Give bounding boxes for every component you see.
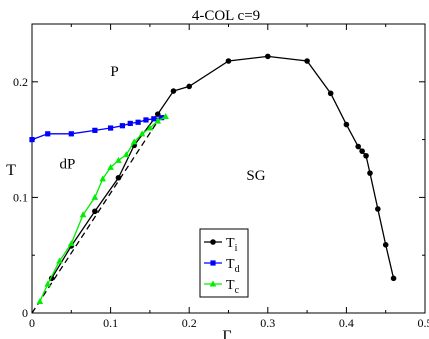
x-axis-label: Γ [222, 328, 231, 339]
series-T_i [48, 53, 397, 282]
data-point-T_i [343, 121, 350, 128]
data-point-T_d [29, 137, 35, 143]
y-axis-label: T [6, 162, 16, 179]
y-tick-label: 0 [22, 306, 28, 320]
x-tick-label: 0.4 [339, 316, 354, 330]
data-point-T_d [143, 117, 149, 123]
data-point-T_c [154, 117, 162, 124]
series-T_c [36, 112, 169, 304]
region-label: dP [59, 157, 75, 173]
data-point-T_d [159, 115, 165, 121]
data-point-T_d [68, 131, 74, 137]
legend-label-subscript-T_c: c [235, 285, 240, 296]
chart-title: 4-COL c=9 [192, 8, 260, 24]
y-tick-label: 0.2 [13, 75, 28, 89]
data-point-T_i [375, 206, 381, 212]
data-point-T_i [359, 148, 365, 154]
data-point-T_c [146, 124, 154, 131]
data-point-T_i [92, 208, 98, 215]
data-point-T_c [68, 240, 75, 247]
reference-line-group [31, 120, 159, 314]
data-point-T_d [119, 123, 125, 129]
data-point-T_c [91, 193, 99, 200]
x-tick-label: 0 [29, 316, 35, 330]
data-point-T_i [363, 152, 369, 159]
data-point-T_c [36, 297, 44, 304]
data-point-T_c [107, 163, 114, 170]
region-labels: PdP SG [59, 64, 265, 184]
x-tick-label: 0.2 [182, 316, 197, 330]
data-point-T_i [225, 58, 232, 64]
data-point-T_c [130, 138, 138, 145]
data-point-T_i [170, 88, 177, 94]
series-line-T_i [51, 55, 395, 279]
legend-marker-T_i [210, 239, 216, 245]
data-point-T_i [304, 58, 310, 64]
data-point-T_d [108, 125, 114, 131]
axis-ticks: 0 0.1 0.2 0.3 0.4 0.5 0 0.1 0.2 [13, 23, 429, 330]
data-point-T_d [45, 131, 51, 137]
data-point-T_i [327, 90, 334, 97]
x-tick-label: 0.5 [418, 316, 429, 330]
data-point-T_c [115, 156, 122, 163]
region-label: SG [246, 168, 265, 184]
x-tick-label: 0.1 [103, 316, 118, 330]
legend-label-T_i: Ti [226, 236, 238, 254]
data-point-T_d [127, 120, 133, 127]
data-point-T_c [99, 175, 107, 182]
x-tick-label: 0.3 [260, 316, 275, 330]
data-point-T_i [390, 275, 397, 282]
legend-marker-T_c [209, 280, 217, 287]
data-point-T_i [355, 143, 361, 150]
data-point-T_c [123, 151, 130, 158]
legend-marker-T_d [210, 260, 216, 266]
series-T_d [29, 115, 165, 143]
data-point-T_i [265, 53, 271, 60]
data-point-T_i [382, 241, 389, 248]
data-point-T_d [151, 116, 157, 122]
data-point-T_d [135, 119, 141, 125]
data-point-T_d [92, 127, 98, 133]
data-point-T_c [44, 280, 52, 287]
data-point-T_c [162, 112, 169, 119]
data-point-T_c [138, 130, 146, 137]
data-point-T_i [115, 174, 122, 181]
data-point-T_i [186, 83, 192, 90]
dashed-reference-line [31, 120, 159, 314]
legend-label-subscript-T_d: d [235, 264, 240, 275]
y-tick-label: 0.1 [13, 190, 28, 204]
series-group [29, 53, 397, 304]
series-line-T_c [39, 115, 166, 302]
legend-label-subscript-T_i: i [235, 243, 238, 254]
data-point-T_c [56, 257, 63, 264]
legend-box [199, 228, 249, 298]
data-point-T_i [367, 170, 373, 176]
region-label: P [110, 64, 118, 80]
data-point-T_c [79, 211, 87, 218]
